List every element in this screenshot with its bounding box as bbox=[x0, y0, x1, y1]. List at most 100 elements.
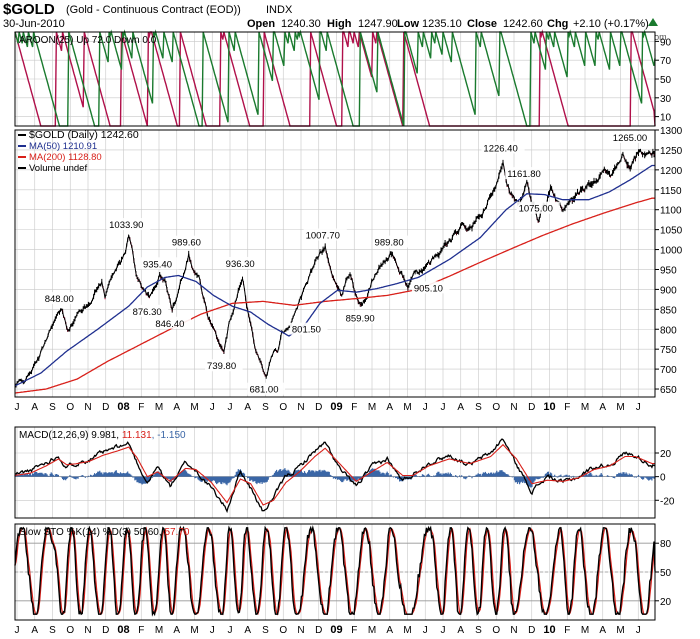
ma200-line bbox=[14, 197, 655, 394]
open-value: 1240.30 bbox=[281, 18, 321, 30]
y-tick-label: 750 bbox=[660, 345, 677, 356]
x-tick-label: F bbox=[564, 402, 570, 413]
x-tick-label: S bbox=[475, 402, 482, 413]
x-tick-label: M bbox=[403, 402, 411, 413]
x-tick-label: M bbox=[581, 402, 589, 413]
price-annotation-box bbox=[130, 304, 169, 317]
symbol-title: $GOLD bbox=[3, 1, 55, 18]
price-annotation: 989.60 bbox=[172, 238, 201, 249]
plot-area: 10 30 50 70 90 AROON(25) Up 72.0 Down 0.0 650 7… bbox=[14, 29, 683, 636]
x-tick-label: N bbox=[84, 625, 91, 636]
panel-aroon-border bbox=[14, 31, 656, 127]
aroon-up-line bbox=[14, 29, 656, 127]
price-annotation-box bbox=[205, 359, 243, 372]
y-tick-label: 850 bbox=[660, 305, 677, 316]
price-annotation-box bbox=[153, 316, 191, 329]
low-label: Low bbox=[397, 18, 419, 30]
y-tick-label: -20 bbox=[660, 496, 675, 507]
legend-swatch bbox=[18, 156, 26, 158]
x-tick-label: M bbox=[616, 402, 624, 413]
x-tick-label: F bbox=[138, 402, 144, 413]
x-tick-label: S bbox=[49, 402, 56, 413]
price-annotation-box bbox=[505, 167, 549, 180]
y-tick-label: 90 bbox=[660, 37, 672, 48]
close-label: Close bbox=[467, 18, 497, 30]
price-annotation: 1226.40 bbox=[483, 143, 517, 154]
x-tick-label: A bbox=[457, 625, 464, 636]
low-value: 1235.10 bbox=[422, 18, 462, 30]
x-tick-label: 09 bbox=[330, 624, 342, 636]
y-tick-label: 1200 bbox=[660, 166, 683, 177]
x-tick-label: O bbox=[66, 402, 74, 413]
price-annotation-box bbox=[372, 235, 411, 248]
x-tick-label: 10 bbox=[543, 401, 555, 413]
x-tick-label: F bbox=[351, 625, 357, 636]
y-tick-label: 50 bbox=[660, 568, 672, 579]
price-annotation-box bbox=[169, 235, 208, 248]
x-tick-label: J bbox=[228, 402, 233, 413]
x-tick-label: 09 bbox=[330, 401, 342, 413]
x-tick-label: O bbox=[279, 402, 287, 413]
x-tick-label: D bbox=[528, 402, 535, 413]
y-tick-label: 650 bbox=[660, 385, 677, 396]
x-tick-label: N bbox=[510, 625, 517, 636]
price-annotation: 1007.70 bbox=[306, 230, 340, 241]
y-tick-label: 70 bbox=[660, 56, 672, 67]
x-tick-label: A bbox=[457, 402, 464, 413]
x-tick-label: O bbox=[492, 402, 500, 413]
y-tick-label: 1100 bbox=[660, 206, 682, 217]
price-annotation: 876.30 bbox=[133, 307, 162, 318]
price-annotation-box bbox=[107, 218, 151, 231]
legend-entry: Volume undef bbox=[29, 163, 87, 174]
x-tick-label: D bbox=[315, 402, 322, 413]
x-tick-label: O bbox=[279, 625, 287, 636]
x-tick-label: M bbox=[190, 625, 198, 636]
x-tick-label: N bbox=[297, 625, 304, 636]
legend-entry: $GOLD (Daily) 1242.60 bbox=[29, 129, 139, 141]
x-tick-label: N bbox=[84, 402, 91, 413]
aroon-down-line bbox=[14, 29, 656, 127]
chg-label: Chg bbox=[547, 18, 568, 30]
x-tick-label: A bbox=[173, 625, 180, 636]
panel-sto-border bbox=[14, 523, 656, 621]
y-tick-label: 80 bbox=[660, 539, 672, 550]
x-tick-label: J bbox=[15, 402, 20, 413]
legend-swatch bbox=[18, 167, 26, 169]
x-tick-label: A bbox=[173, 402, 180, 413]
x-tick-label: J bbox=[423, 625, 428, 636]
price-annotation: 989.80 bbox=[375, 238, 404, 249]
x-tick-label: J bbox=[636, 402, 641, 413]
x-tick-label: O bbox=[66, 625, 74, 636]
close-value: 1242.60 bbox=[503, 18, 543, 30]
x-tick-label: M bbox=[616, 625, 624, 636]
price-annotation: 936.30 bbox=[226, 259, 255, 270]
price-annotation: 1161.80 bbox=[507, 169, 541, 180]
x-tick-label: F bbox=[564, 625, 570, 636]
price-annotation: 905.10 bbox=[414, 283, 443, 294]
x-tick-label: J bbox=[423, 402, 428, 413]
y-tick-label: 1300 bbox=[660, 126, 683, 137]
price-annotation: 846.40 bbox=[155, 319, 184, 330]
y-tick-label: 800 bbox=[660, 325, 677, 336]
price-annotation-box bbox=[516, 201, 560, 214]
y-tick-label: 700 bbox=[660, 365, 677, 376]
price-annotation-box bbox=[303, 228, 347, 241]
price-annotation: 1033.90 bbox=[109, 220, 143, 231]
x-tick-label: A bbox=[31, 625, 38, 636]
price-annotation: 739.80 bbox=[207, 361, 236, 372]
y-tick-label: 0 bbox=[660, 473, 666, 484]
x-tick-label: M bbox=[403, 625, 411, 636]
x-tick-label: S bbox=[49, 625, 56, 636]
x-tick-label: J bbox=[441, 402, 446, 413]
x-tick-label: F bbox=[351, 402, 357, 413]
x-tick-label: J bbox=[15, 625, 20, 636]
x-tick-label: M bbox=[155, 625, 163, 636]
y-tick-label: 1000 bbox=[660, 246, 683, 257]
chg-up-arrow-icon bbox=[648, 18, 658, 26]
sto-d-line bbox=[14, 526, 656, 616]
price-annotation-box bbox=[140, 257, 179, 270]
y-tick-label: 20 bbox=[660, 449, 672, 460]
y-tick-label: 900 bbox=[660, 285, 677, 296]
legend-swatch bbox=[18, 134, 26, 136]
